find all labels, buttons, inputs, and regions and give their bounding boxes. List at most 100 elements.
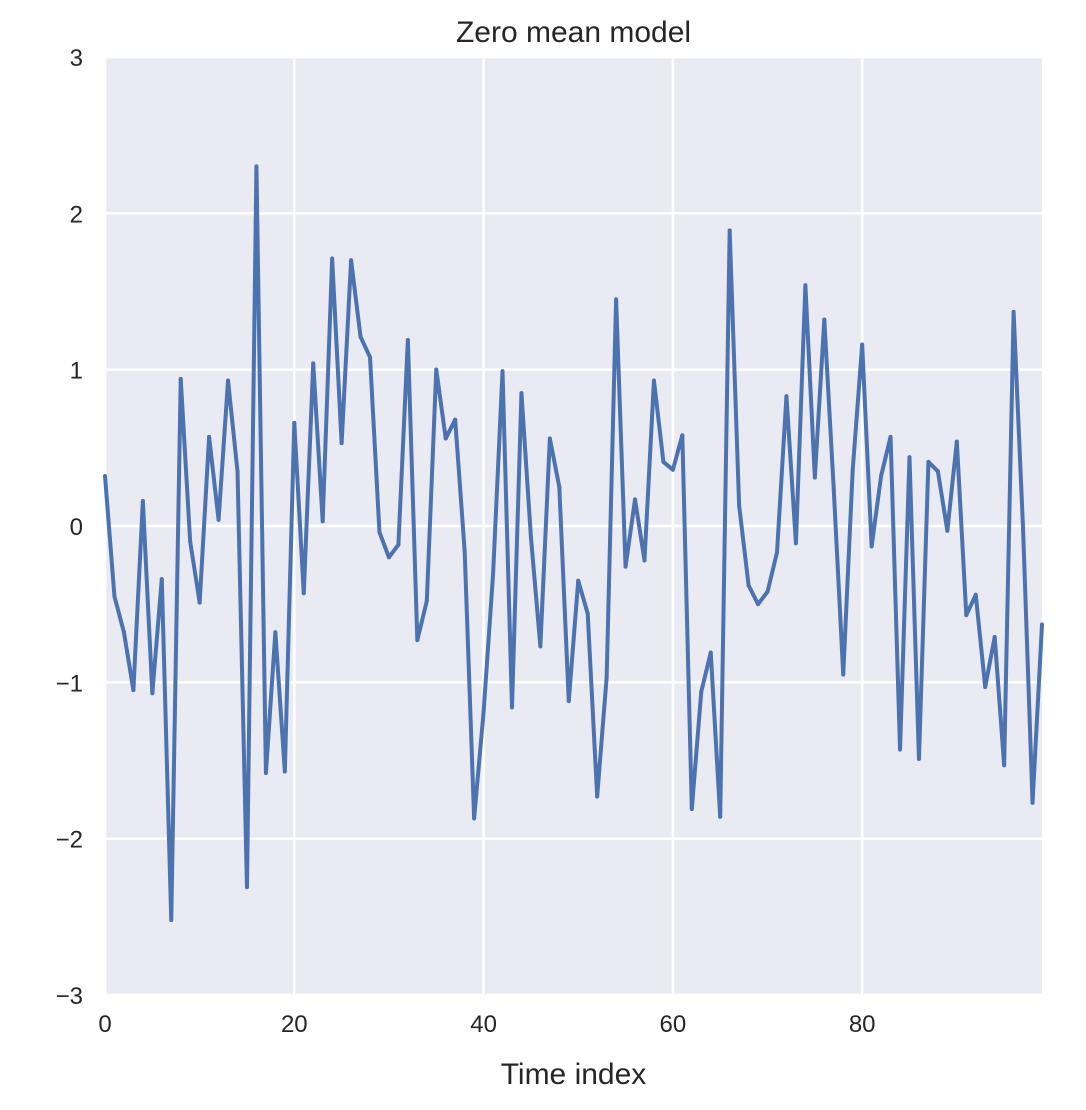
data-point xyxy=(311,361,316,366)
data-point xyxy=(803,283,808,288)
data-point xyxy=(500,369,505,374)
data-point xyxy=(699,689,704,694)
data-point xyxy=(973,592,978,597)
data-point xyxy=(670,467,675,472)
data-point xyxy=(822,317,827,322)
data-point xyxy=(1002,763,1007,768)
data-point xyxy=(547,436,552,441)
data-point xyxy=(1011,309,1016,314)
y-tick-label: 1 xyxy=(70,358,83,385)
data-point xyxy=(131,688,136,693)
x-tick-label: 80 xyxy=(849,1011,876,1038)
x-axis-ticks: 0 20 40 60 80 xyxy=(98,1011,875,1038)
y-tick-label: 3 xyxy=(70,45,83,72)
data-point xyxy=(424,599,429,604)
data-point xyxy=(964,613,969,618)
data-point xyxy=(509,705,514,710)
data-point xyxy=(434,367,439,372)
data-point xyxy=(869,544,874,549)
data-point xyxy=(661,459,666,464)
data-point xyxy=(1021,527,1026,532)
data-point xyxy=(585,611,590,616)
data-point xyxy=(907,455,912,460)
data-point xyxy=(633,497,638,502)
data-point xyxy=(983,685,988,690)
data-point xyxy=(784,394,789,399)
data-point xyxy=(178,377,183,382)
data-point xyxy=(793,541,798,546)
y-tick-label: −2 xyxy=(56,827,83,854)
data-point xyxy=(481,710,486,715)
data-point xyxy=(765,589,770,594)
data-point xyxy=(292,420,297,425)
data-point xyxy=(566,699,571,704)
data-point xyxy=(718,814,723,819)
data-point xyxy=(1040,622,1044,627)
data-point xyxy=(680,433,685,438)
data-point xyxy=(926,459,931,464)
data-point xyxy=(557,484,562,489)
data-point xyxy=(1030,800,1035,805)
data-point xyxy=(538,644,543,649)
data-point xyxy=(405,337,410,342)
data-point xyxy=(850,467,855,472)
data-point xyxy=(197,600,202,605)
data-point xyxy=(216,517,221,522)
series-line xyxy=(103,164,1044,922)
data-point xyxy=(992,634,997,639)
data-point xyxy=(935,469,940,474)
data-point xyxy=(462,549,467,554)
data-point xyxy=(415,638,420,643)
data-point xyxy=(746,583,751,588)
data-point xyxy=(860,342,865,347)
data-point xyxy=(614,297,619,302)
data-point xyxy=(140,498,145,503)
data-point xyxy=(282,769,287,774)
data-point xyxy=(812,475,817,480)
data-point xyxy=(254,164,259,169)
data-point xyxy=(263,771,268,776)
data-point xyxy=(207,434,212,439)
x-tick-label: 0 xyxy=(98,1011,111,1038)
x-tick-label: 20 xyxy=(281,1011,308,1038)
data-point xyxy=(320,519,325,524)
data-point xyxy=(226,378,231,383)
x-tick-label: 60 xyxy=(660,1011,687,1038)
data-point xyxy=(121,630,126,635)
data-point xyxy=(150,691,155,696)
data-point xyxy=(623,564,628,569)
data-point xyxy=(916,756,921,761)
data-point xyxy=(879,473,884,478)
y-tick-label: −1 xyxy=(56,670,83,697)
data-point xyxy=(528,534,533,539)
data-point xyxy=(595,794,600,799)
x-tick-label: 40 xyxy=(470,1011,497,1038)
data-point xyxy=(112,594,117,599)
y-axis-ticks: −3 −2 −1 0 1 2 3 xyxy=(56,45,83,1010)
data-point xyxy=(159,577,164,582)
data-point xyxy=(235,469,240,474)
data-point xyxy=(519,391,524,396)
data-point xyxy=(737,503,742,508)
data-point xyxy=(888,434,893,439)
data-point xyxy=(689,806,694,811)
data-point xyxy=(244,885,249,890)
data-point xyxy=(368,355,373,360)
data-point xyxy=(453,417,458,422)
data-point xyxy=(774,550,779,555)
chart-title: Zero mean model xyxy=(456,16,691,49)
data-point xyxy=(831,488,836,493)
data-point xyxy=(841,672,846,677)
data-point xyxy=(169,917,174,922)
y-tick-label: 0 xyxy=(70,514,83,541)
data-point xyxy=(727,228,732,233)
data-point xyxy=(708,650,713,655)
data-point xyxy=(954,439,959,444)
data-point xyxy=(358,334,363,339)
x-axis-label: Time index xyxy=(501,1058,647,1091)
data-point xyxy=(898,747,903,752)
data-point xyxy=(349,258,354,263)
data-point xyxy=(301,591,306,596)
data-point xyxy=(576,578,581,583)
